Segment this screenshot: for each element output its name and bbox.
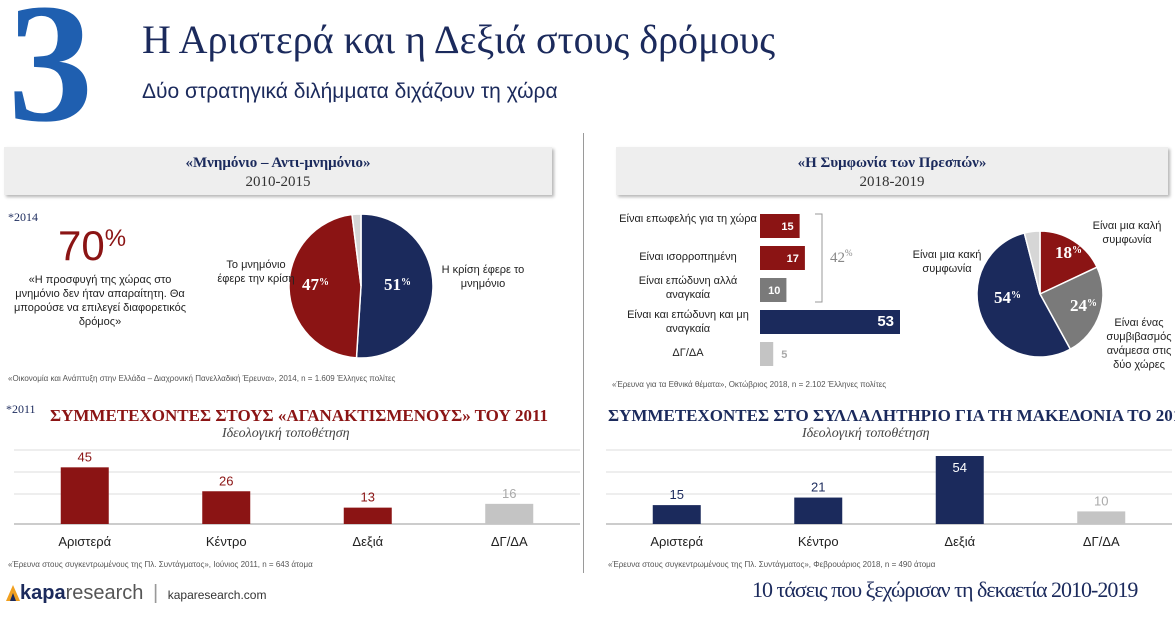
vbar2-category-3: ΔΓ/ΔΑ: [1083, 534, 1120, 549]
page-title: Η Αριστερά και η Δεξιά στους δρόμους: [142, 17, 776, 62]
hbar-bar-2: [760, 278, 787, 302]
page-subtitle: Δύο στρατηγικά διλήμματα διχάζουν τη χώρ…: [142, 80, 558, 103]
vbar1-value-3: 16: [502, 486, 516, 501]
hbar-label-0: Είναι επωφελής για τη χώρα: [619, 213, 757, 225]
vbar2-value-1: 21: [811, 480, 825, 495]
hbar-value-0: 15: [781, 221, 793, 233]
vbar1-value-1: 26: [219, 473, 233, 488]
vbar1-bar-1: [202, 491, 251, 524]
left-section-years: 2010-2015: [245, 174, 311, 190]
vbar1-category-1: Κέντρο: [206, 534, 247, 549]
hbar-bar-1: [760, 246, 805, 270]
bar-chart-macedonia-rally: 15 Αριστερά 21 Κέντρο 54 Δεξιά 10 ΔΓ/ΔΑ: [606, 449, 1172, 549]
hbar-value-4: 5: [781, 349, 787, 361]
vbar1-category-0: Αριστερά: [58, 534, 111, 549]
hbar-bar-0: [760, 214, 800, 238]
chapter-number: 3: [8, 0, 93, 157]
bottom-right-title: ΣΥΜΜΕΤΕΧΟΝΤΕΣ ΣΤΟ ΣΥΛΛΑΛΗΤΗΡΙΟ ΓΙΑ ΤΗ ΜΑ…: [608, 406, 1175, 425]
hbar-value-2: 10: [768, 285, 780, 297]
left-survey-year: *2014: [8, 210, 38, 224]
vbar2-bar-0: [652, 505, 701, 524]
pie1-slice-1: [288, 213, 362, 359]
hbar-bar-3: [760, 310, 900, 334]
pie2-label-0: Είναι μια καλή συμφωνία: [1092, 220, 1162, 246]
pie1-slice-2: [351, 213, 362, 287]
pie2-slice-2: [976, 232, 1072, 358]
pie2-slice-1: [1038, 266, 1104, 351]
big-percentage-sign: %: [104, 225, 127, 252]
bottom-right-source: «Έρευνα στους συγκεντρωμένους της Πλ. Συ…: [608, 560, 936, 569]
vbar2-value-2: 54: [953, 460, 967, 475]
pie2-label-1: Είναι ένας συμβιβασμός ανάμεσα στις δύο …: [1106, 317, 1172, 371]
kapa-url[interactable]: kaparesearch.com: [167, 588, 267, 602]
left-source: «Οικονομία και Ανάπτυξη στην Ελλάδα – Δι…: [8, 374, 396, 383]
vbar1-category-2: Δεξιά: [352, 534, 383, 549]
footer-tagline: 10 τάσεις που ξεχώρισαν τη δεκαετία 2010…: [752, 577, 1138, 602]
right-section-years: 2018-2019: [859, 174, 925, 190]
vbar1-bar-0: [60, 467, 109, 524]
pie2-slice-3: [1023, 230, 1041, 295]
hbar-bar-4: [760, 342, 774, 366]
right-section-header: «Η Συμφωνία των Πρεσπών» 2018-2019: [616, 147, 1168, 195]
hbar-label-1: Είναι ισορροπημένη: [639, 251, 737, 263]
vbar2-category-0: Αριστερά: [650, 534, 703, 549]
vbar1-bar-3: [485, 503, 534, 524]
pie1-label-0: Η κρίση έφερε το μνημόνιο: [441, 264, 525, 290]
bottom-left-title: ΣΥΜΜΕΤΕΧΟΝΤΕΣ ΣΤΟΥΣ «ΑΓΑΝΑΚΤΙΣΜΕΝΟΥΣ» ΤΟ…: [50, 406, 549, 425]
bottom-left-source: «Έρευνα στους συγκεντρωμένους της Πλ. Συ…: [8, 560, 313, 569]
hbar-bracket: [815, 213, 823, 303]
vbar2-bar-2: [935, 456, 984, 524]
pie1-value-1: 47%: [302, 275, 329, 294]
hbar-label-3: Είναι και επώδυνη και μη αναγκαία: [627, 309, 749, 335]
pie2-value-1: 24%: [1070, 296, 1097, 315]
pie-chart-memorandum: [288, 213, 434, 359]
vbar2-value-3: 10: [1094, 493, 1108, 508]
vbar2-bar-1: [794, 497, 843, 524]
right-section-title: «Η Συμφωνία των Πρεσπών»: [797, 155, 987, 171]
bottom-left-survey-year: *2011: [6, 402, 36, 416]
vbar2-value-0: 15: [670, 487, 684, 502]
right-source: «Έρευνα για τα Εθνικά θέματα», Οκτώβριος…: [612, 380, 887, 389]
vbar1-value-2: 13: [361, 490, 375, 505]
vbar2-category-1: Κέντρο: [798, 534, 839, 549]
hbar-value-1: 17: [787, 253, 799, 265]
panel-divider: [583, 133, 584, 573]
kapa-logo: kaparesearch | kaparesearch.com: [6, 582, 266, 605]
pie2-slice-0: [1039, 230, 1099, 296]
big-percentage: 70%: [58, 222, 126, 270]
hbar-value-3: 53: [877, 313, 894, 330]
pie2-label-2: Είναι μια κακή συμφωνία: [912, 249, 982, 275]
bottom-left-subtitle: Ιδεολογική τοποθέτηση: [222, 426, 350, 441]
bottom-right-subtitle: Ιδεολογική τοποθέτηση: [802, 426, 930, 441]
left-section-title: «Μνημόνιο – Αντι-μνημόνιο»: [185, 155, 371, 171]
quote-text: «Η προσφυγή της χώρας στο μνημόνιο δεν ή…: [13, 274, 187, 328]
vbar2-bar-3: [1077, 511, 1126, 524]
pie1-value-0: 51%: [384, 275, 411, 294]
big-percentage-value: 70: [58, 222, 105, 269]
bar-chart-indignados: 45 Αριστερά 26 Κέντρο 13 Δεξιά 16 ΔΓ/ΔΑ: [14, 449, 580, 549]
pie1-label-1: Το μνημόνιο έφερε την κρίση: [217, 259, 295, 285]
vbar1-category-3: ΔΓ/ΔΑ: [491, 534, 528, 549]
pie1-slice-0: [355, 213, 434, 359]
hbar-label-2: Είναι επώδυνη αλλά αναγκαία: [638, 275, 738, 301]
kapa-logo-icon: [6, 585, 20, 601]
hbar-chart-prespa: 15 17 10 53 5: [760, 213, 900, 366]
left-section-header: «Μνημόνιο – Αντι-μνημόνιο» 2010-2015: [4, 147, 552, 195]
hbar-label-4: ΔΓ/ΔΑ: [672, 347, 704, 359]
pie2-value-0: 18%: [1055, 243, 1082, 262]
vbar1-bar-2: [343, 507, 392, 524]
pie2-value-2: 54%: [994, 288, 1021, 307]
vbar1-value-0: 45: [78, 449, 92, 464]
bracket-total: 42%: [830, 248, 853, 266]
vbar2-category-2: Δεξιά: [944, 534, 975, 549]
pie-chart-prespa: [976, 230, 1104, 358]
